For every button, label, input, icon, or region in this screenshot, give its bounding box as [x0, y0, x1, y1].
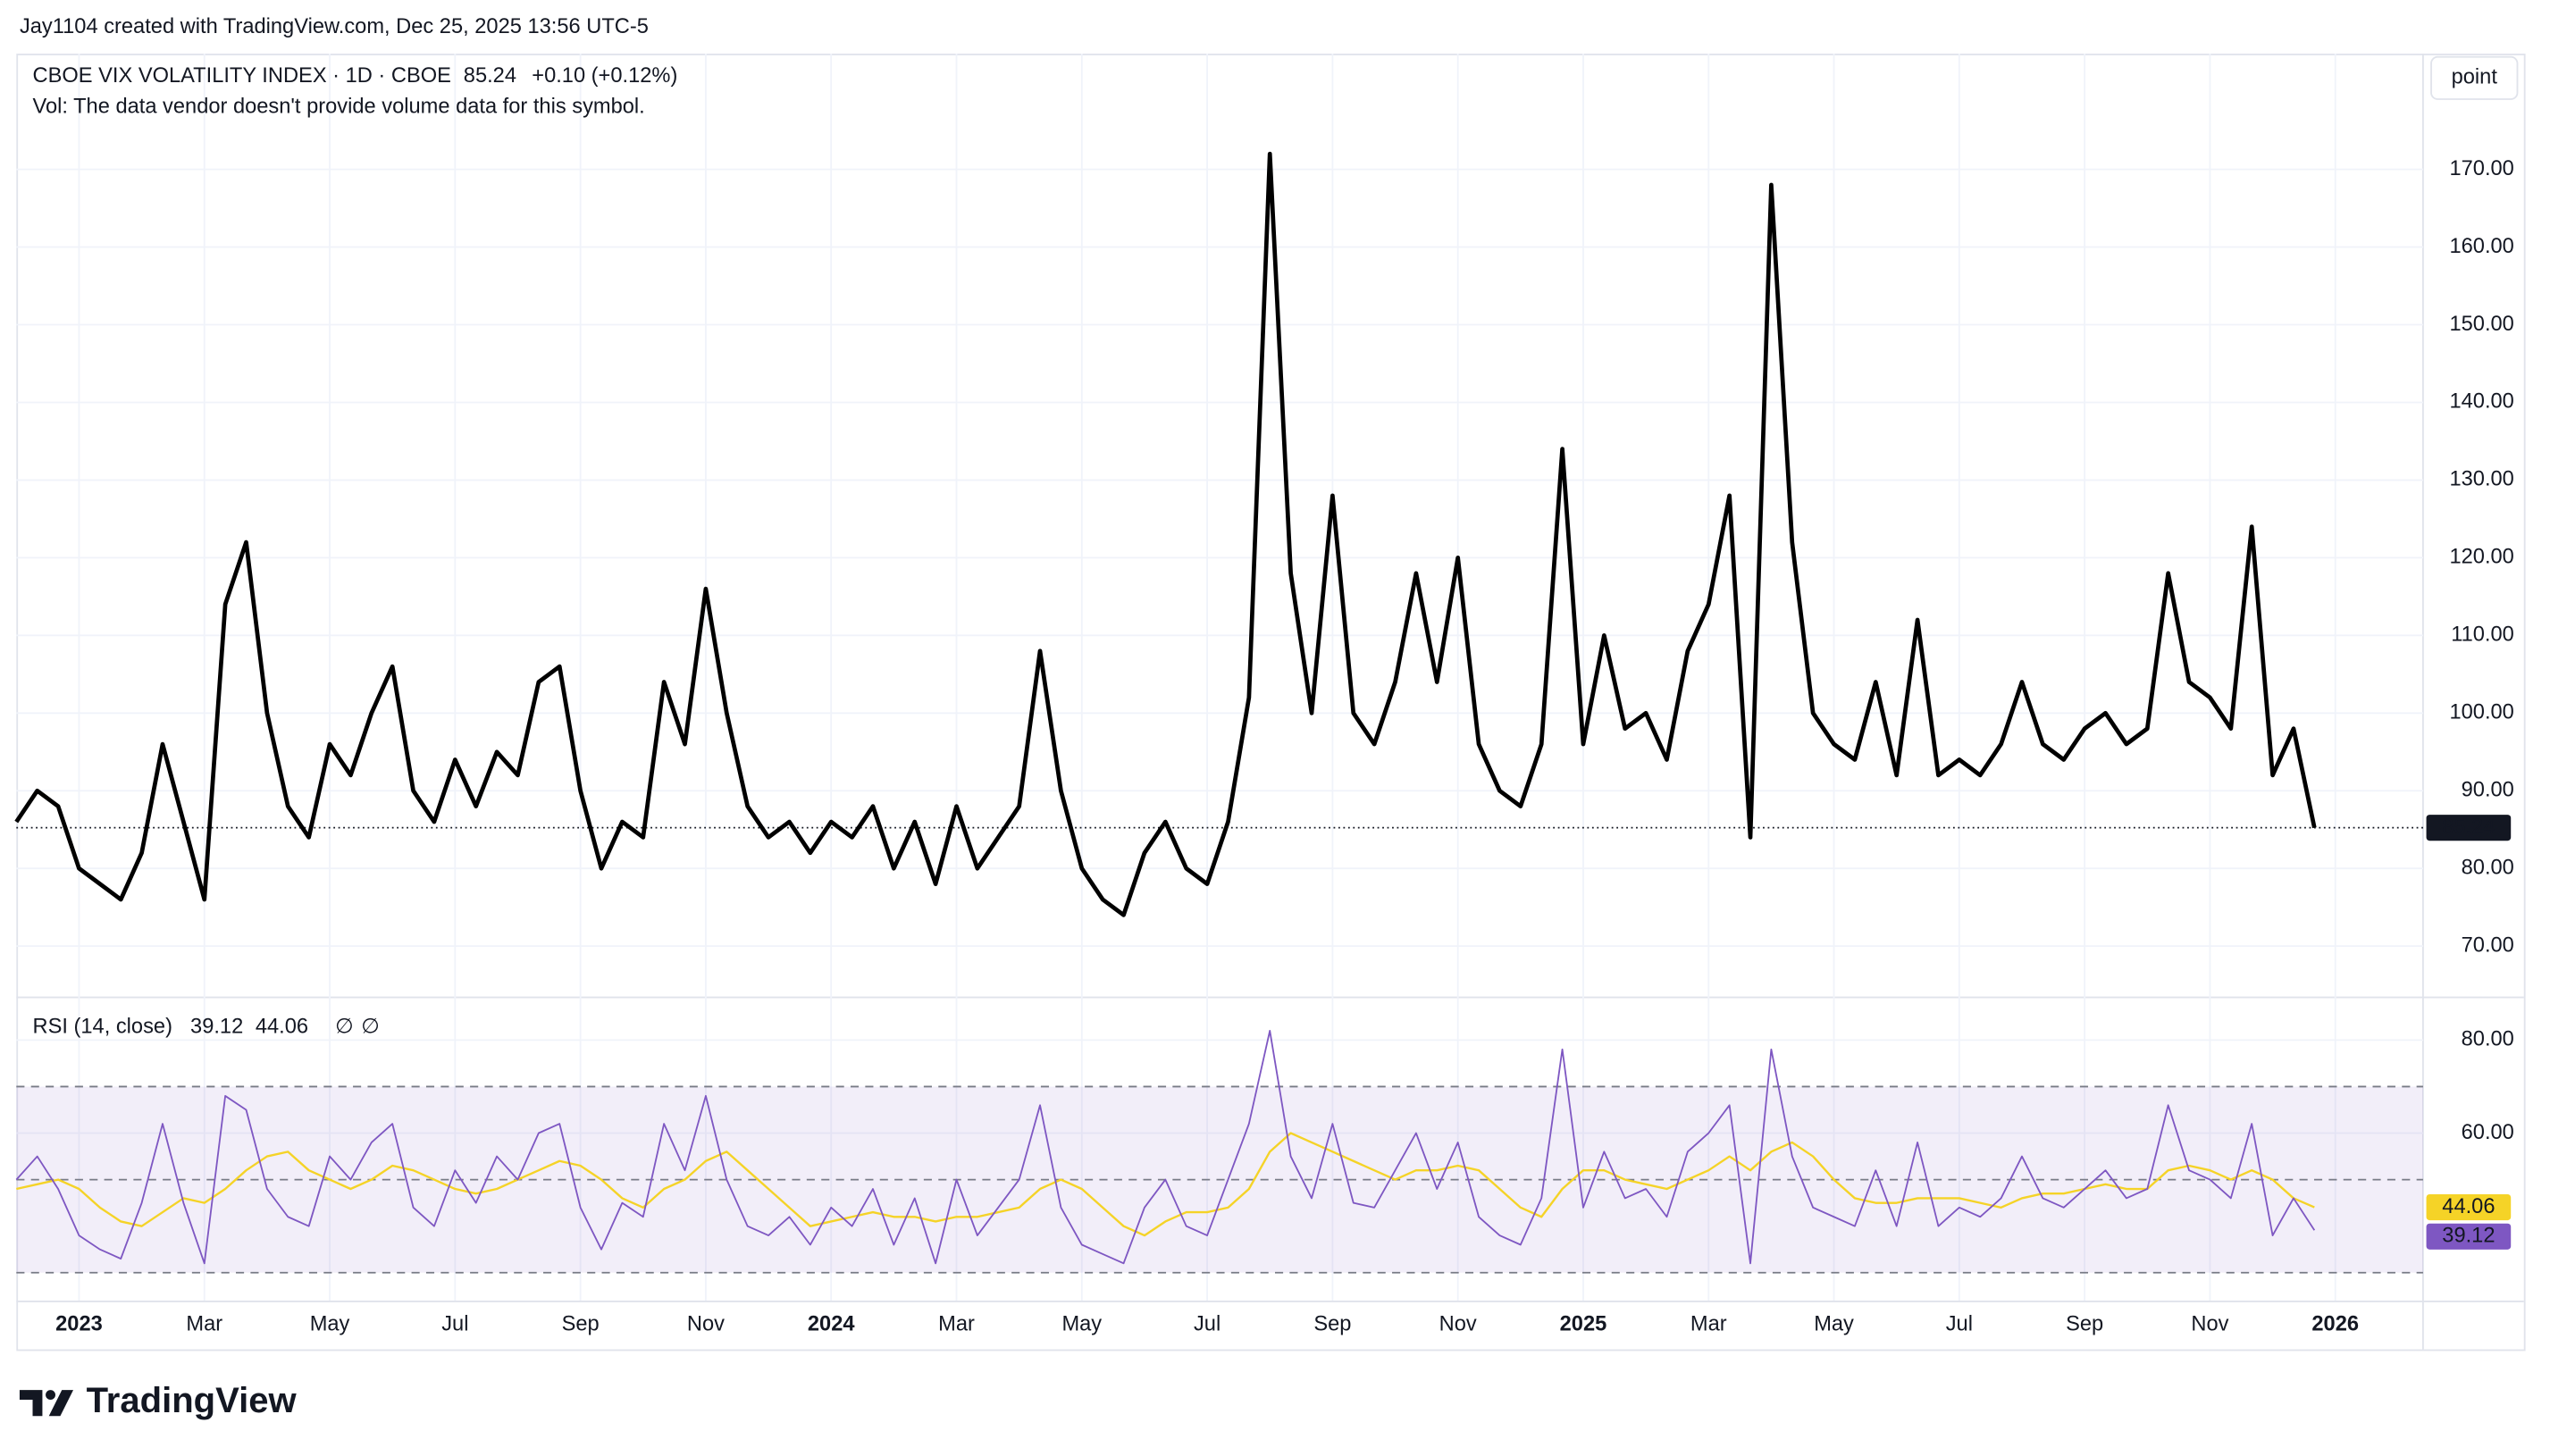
x-tick-label: Sep	[1313, 1313, 1351, 1336]
y-tick-label: 100.00	[2449, 701, 2513, 724]
y-tick-label: 70.00	[2462, 933, 2514, 957]
y-tick-label: 170.00	[2449, 157, 2513, 180]
y-tick-label: 160.00	[2449, 235, 2513, 258]
scale-button-label[interactable]: point	[2452, 66, 2498, 89]
rsi-flag: ∅	[361, 1015, 380, 1038]
series-line	[14, 151, 2317, 917]
y-tick-label: 130.00	[2449, 468, 2513, 491]
x-tick-label: Jul	[1946, 1313, 1973, 1336]
x-tick-label: Nov	[687, 1313, 725, 1336]
x-tick-label: Sep	[2066, 1313, 2103, 1336]
credit: Jay1104 created with TradingView.com, De…	[20, 15, 649, 38]
x-tick-label: 2023	[55, 1313, 103, 1336]
last-price-tag-label: 85.24	[2442, 816, 2495, 839]
x-tick-label: Nov	[2191, 1313, 2228, 1336]
rsi-ma-value: 44.06	[256, 1015, 308, 1038]
x-tick-label: 2025	[1560, 1313, 1607, 1336]
y-tick-label: 60.00	[2462, 1121, 2514, 1144]
volume-note: Vol: The data vendor doesn't provide vol…	[33, 95, 645, 118]
y-tick-label: 140.00	[2449, 390, 2513, 414]
last-price-tag	[2426, 815, 2512, 841]
y-tick-label: 120.00	[2449, 546, 2513, 569]
x-tick-label: Mar	[186, 1313, 222, 1336]
x-tick-label: 2024	[808, 1313, 855, 1336]
x-tick-label: Jul	[1194, 1313, 1220, 1336]
x-tick-label: Mar	[938, 1313, 975, 1336]
x-tick-label: Mar	[1690, 1313, 1727, 1336]
rsi-flag: ∅	[335, 1015, 354, 1038]
y-tick-label: 110.00	[2451, 623, 2514, 647]
rsi-value: 39.12	[190, 1015, 243, 1038]
y-tick-label: 90.00	[2462, 778, 2514, 801]
logo-text: TradingView	[87, 1381, 298, 1420]
logo-icon-dot	[46, 1390, 55, 1401]
last-price: 85.24	[464, 64, 516, 88]
price-change: +0.10 (+0.12%)	[532, 64, 677, 88]
labels: CBOE VIX VOLATILITY INDEX · 1D · CBOE 85…	[33, 64, 2514, 1336]
logo: TradingView	[19, 1381, 298, 1420]
y-tick-label: 80.00	[2462, 1028, 2514, 1051]
grid	[16, 54, 2423, 1301]
y-tick-label: 80.00	[2462, 856, 2514, 879]
scale-button[interactable]	[2430, 55, 2519, 100]
x-tick-label: May	[1061, 1313, 1102, 1336]
chart-frame	[16, 54, 2526, 1351]
series-line	[15, 1030, 2316, 1265]
x-tick-label: Nov	[1439, 1313, 1477, 1336]
x-tick-label: Jul	[441, 1313, 468, 1336]
x-tick-label: 2026	[2311, 1313, 2359, 1336]
symbol-title: CBOE VIX VOLATILITY INDEX · 1D · CBOE	[33, 64, 451, 88]
marks	[14, 151, 2423, 1265]
y-tick-label: 150.00	[2449, 313, 2513, 336]
rsi-tag	[2426, 1193, 2512, 1221]
logo-icon	[19, 1390, 74, 1417]
rsi-tag-label: 39.12	[2442, 1225, 2495, 1248]
x-tick-label: May	[310, 1313, 350, 1336]
x-tick-label: Sep	[562, 1313, 600, 1336]
rsi-tag-label: 44.06	[2442, 1195, 2495, 1218]
rsi-title: RSI (14, close)	[33, 1015, 172, 1038]
rsi-tag	[2426, 1223, 2512, 1250]
x-tick-label: May	[1814, 1313, 1854, 1336]
